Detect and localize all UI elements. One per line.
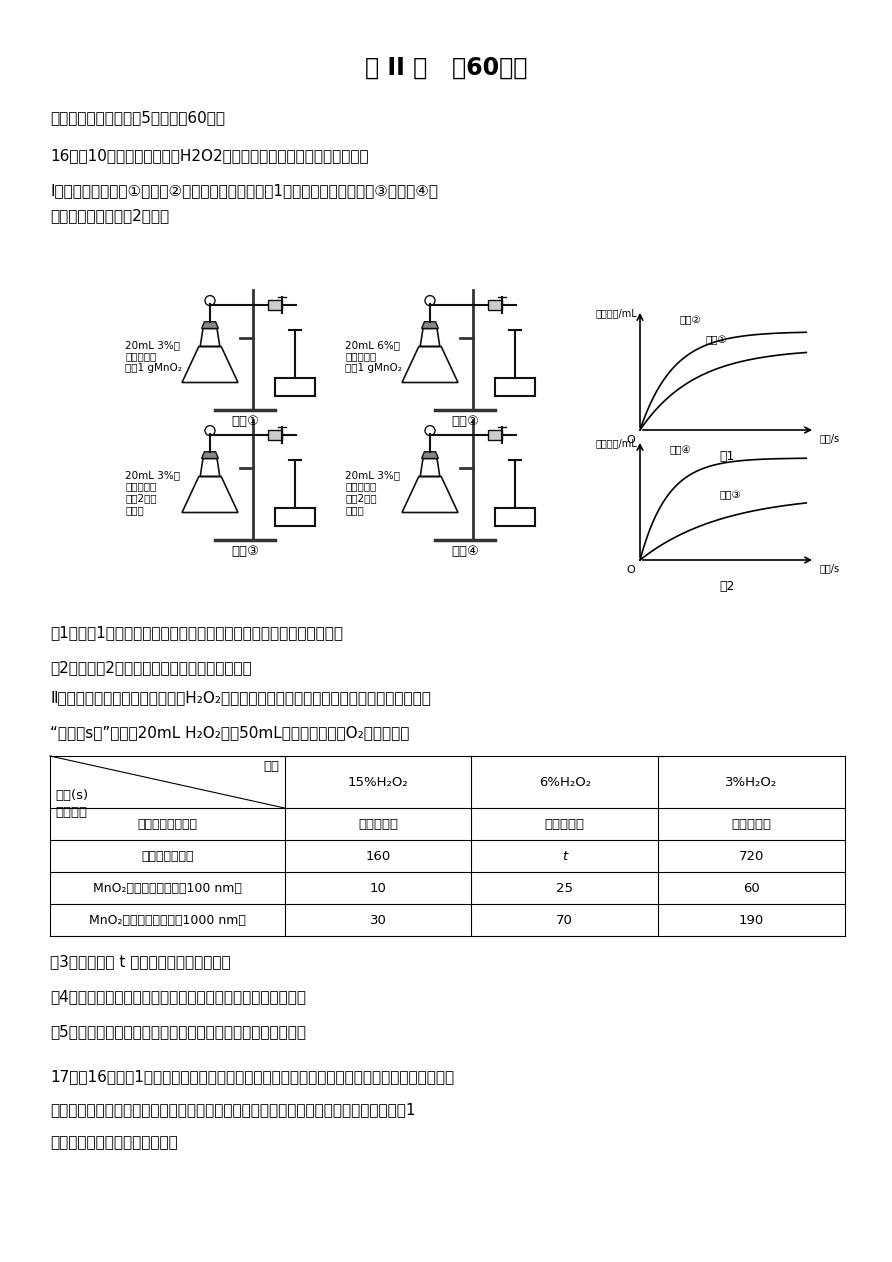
Text: 16．（10分）某实验小组对H2O2分解速率的影响因素做了如下探究：: 16．（10分）某实验小组对H2O2分解速率的影响因素做了如下探究： (50, 148, 368, 163)
Text: 15%H₂O₂: 15%H₂O₂ (348, 776, 409, 789)
Text: 第 II 卷   （60分）: 第 II 卷 （60分） (365, 56, 527, 80)
Text: 190: 190 (739, 914, 764, 926)
Text: 25: 25 (557, 881, 574, 895)
Text: 20mL 3%的
过氧化氢溶
液和2滴稀
酸溶液: 20mL 3%的 过氧化氢溶 液和2滴稀 酸溶液 (125, 469, 180, 515)
Text: 20mL 6%的
过氧化氢溶
液和1 gMnO₂: 20mL 6%的 过氧化氢溶 液和1 gMnO₂ (345, 339, 402, 374)
Polygon shape (422, 452, 438, 458)
Text: 时间(s): 时间(s) (55, 789, 88, 801)
Text: 几乎不反应: 几乎不反应 (731, 818, 772, 830)
Text: （4）写出上述实验中发生反应的化学方程式：＿＿＿＿＿＿。: （4）写出上述实验中发生反应的化学方程式：＿＿＿＿＿＿。 (50, 989, 306, 1005)
Text: 实验①: 实验① (705, 334, 727, 345)
Text: 实验③: 实验③ (231, 545, 259, 558)
Text: “时间（s）”表示用20mL H₂O₂制取50mL（常温常压下）O₂所需的时间: “时间（s）”表示用20mL H₂O₂制取50mL（常温常压下）O₂所需的时间 (50, 724, 409, 740)
Bar (488, 430, 502, 440)
Text: （5）实验结果表明，唇化剂的唇化效果与＿＿＿＿＿＿有关。: （5）实验结果表明，唇化剂的唇化效果与＿＿＿＿＿＿有关。 (50, 1023, 306, 1039)
Text: 得数据进行处理得图2曲线。: 得数据进行处理得图2曲线。 (50, 208, 169, 223)
Text: 160: 160 (366, 849, 391, 862)
Text: 反应条件: 反应条件 (55, 806, 87, 819)
Text: MnO₂粉末（颗粒直径：1000 nm）: MnO₂粉末（颗粒直径：1000 nm） (89, 914, 245, 926)
Text: 20mL 3%的
过氧化氢溶
液和1 gMnO₂: 20mL 3%的 过氧化氢溶 液和1 gMnO₂ (125, 339, 182, 374)
Text: 三、非选择题：本题兲5个题，全60分。: 三、非选择题：本题兲5个题，全60分。 (50, 110, 225, 125)
Text: 无唇化剂、不加热: 无唇化剂、不加热 (137, 818, 197, 830)
Text: 实验①: 实验① (231, 415, 259, 428)
Text: Ⅱ．丙同学设计了几组实验，探究H₂O₂影响分解速率的其他因素，记录数据如表。已知表中: Ⅱ．丙同学设计了几组实验，探究H₂O₂影响分解速率的其他因素，记录数据如表。已知… (50, 690, 431, 705)
Text: 实验③: 实验③ (720, 490, 742, 500)
Text: O: O (626, 435, 635, 445)
Polygon shape (202, 452, 219, 458)
Text: （3）推测时间 t 的范围为＿＿＿＿＿＿。: （3）推测时间 t 的范围为＿＿＿＿＿＿。 (50, 954, 231, 969)
Text: 是高鐵电池的实验装置示意图：: 是高鐵电池的实验装置示意图： (50, 1135, 178, 1150)
Text: 时间/s: 时间/s (820, 433, 840, 443)
Text: 10: 10 (369, 881, 386, 895)
Text: 30: 30 (369, 914, 386, 926)
Text: 浓度: 浓度 (263, 760, 279, 774)
Text: 几乎不反应: 几乎不反应 (545, 818, 585, 830)
Text: 图1: 图1 (719, 451, 735, 463)
Text: 几乎不反应: 几乎不反应 (358, 818, 398, 830)
Text: O: O (626, 565, 635, 575)
Text: （1）由图1可知：该因素对过氧化氢分解速率的影响是＿＿＿＿＿＿。: （1）由图1可知：该因素对过氧化氢分解速率的影响是＿＿＿＿＿＿。 (50, 625, 343, 640)
Text: 无唇化剂、加热: 无唇化剂、加热 (141, 849, 194, 862)
Text: 实验④: 实验④ (451, 545, 479, 558)
Text: 气体体积/mL: 气体体积/mL (595, 308, 637, 318)
Text: 60: 60 (743, 881, 760, 895)
Text: 6%H₂O₂: 6%H₂O₂ (539, 776, 591, 789)
Text: 时间/s: 时间/s (820, 563, 840, 573)
Polygon shape (422, 322, 438, 328)
Text: 70: 70 (557, 914, 574, 926)
Bar (488, 300, 502, 310)
Text: 实验④: 实验④ (670, 445, 692, 456)
Text: 图2: 图2 (719, 581, 735, 593)
Text: t: t (562, 849, 567, 862)
Text: 17．（16分）（1）鐵是一种廉价的金属，除了作为重要的结构材料外又有了新的用途。磷酸聚: 17．（16分）（1）鐵是一种廉价的金属，除了作为重要的结构材料外又有了新的用途… (50, 1069, 454, 1084)
Text: 20mL 3%的
过氧化氢溶
液和2滴稀
碱溶液: 20mL 3%的 过氧化氢溶 液和2滴稀 碱溶液 (345, 469, 400, 515)
Polygon shape (202, 322, 219, 328)
Bar (268, 300, 282, 310)
Text: 实验②: 实验② (451, 415, 479, 428)
Bar (268, 430, 282, 440)
Text: 合物鐵锂电池以其廉价、高容量和安全性逐渐占据市场。高鐵电池的研究也在进行中。图1: 合物鐵锂电池以其廉价、高容量和安全性逐渐占据市场。高鐵电池的研究也在进行中。图1 (50, 1102, 416, 1117)
Text: 720: 720 (739, 849, 764, 862)
Text: 气体体积/mL: 气体体积/mL (595, 438, 637, 448)
Text: Ⅰ．甲同学依据实验①和实验②所得数据进行处理得图1曲线；乙同学依据实验③和实验④所: Ⅰ．甲同学依据实验①和实验②所得数据进行处理得图1曲线；乙同学依据实验③和实验④… (50, 183, 438, 198)
Text: 实验②: 实验② (680, 316, 702, 326)
Text: 3%H₂O₂: 3%H₂O₂ (725, 776, 778, 789)
Text: （2）分析图2，可得出的结论是＿＿＿＿＿＿。: （2）分析图2，可得出的结论是＿＿＿＿＿＿。 (50, 660, 252, 675)
Text: MnO₂粉末（颗粒直径：100 nm）: MnO₂粉末（颗粒直径：100 nm） (93, 881, 242, 895)
